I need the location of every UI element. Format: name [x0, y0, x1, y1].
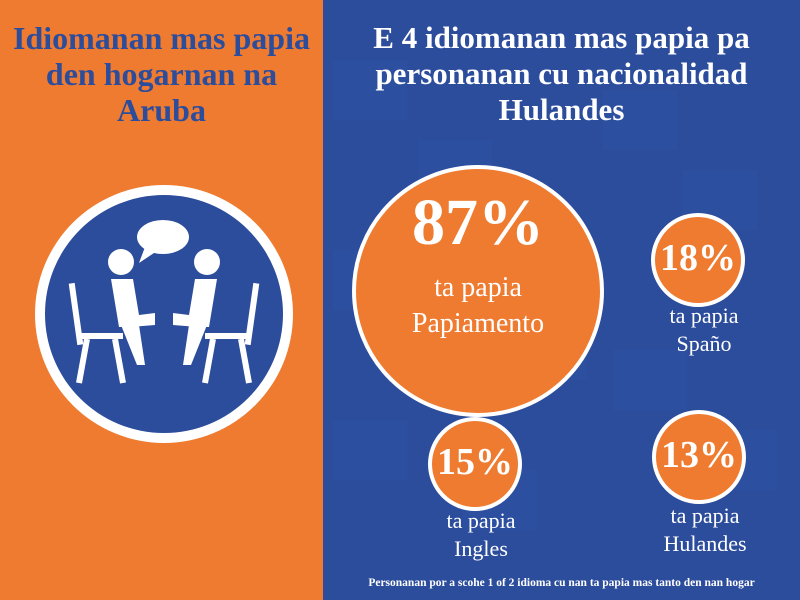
- icon-ring: [35, 185, 293, 443]
- stat-label-hulandes: ta papia Hulandes: [635, 502, 775, 558]
- stat-label-line2: Spaño: [676, 331, 732, 356]
- background-tile: [613, 350, 687, 410]
- stat-value-hulandes: 13%: [661, 434, 737, 476]
- stat-value-papiamento: 87%: [412, 186, 544, 259]
- stat-label-papiamento: ta papia Papiamento: [352, 270, 604, 342]
- background-tile: [333, 420, 407, 480]
- stat-value-spano: 18%: [660, 237, 736, 279]
- stat-label-spano: ta papia Spaño: [634, 302, 774, 358]
- stat-circle-hulandes: [652, 410, 746, 504]
- footnote: Personanan por a scohe 1 of 2 idioma cu …: [368, 577, 755, 589]
- background-tile: [333, 60, 407, 120]
- stat-circle-ingles: [428, 417, 522, 511]
- stat-label-line2: Papiamento: [411, 308, 545, 339]
- stat-label-line2: Hulandes: [663, 531, 747, 556]
- stat-label-line1: ta papia: [670, 503, 740, 528]
- stat-circle-spano: [651, 213, 745, 307]
- stat-label-line1: ta papia: [434, 272, 522, 303]
- stat-label-line1: ta papia: [669, 303, 739, 328]
- background-tile: [603, 90, 677, 150]
- stat-label-ingles: ta papia Ingles: [411, 507, 551, 563]
- stat-label-line2: Ingles: [454, 536, 508, 561]
- stat-circle-papiamento: [352, 165, 604, 417]
- stat-value-ingles: 15%: [437, 441, 513, 483]
- stat-label-line1: ta papia: [446, 508, 516, 533]
- left-title: Idiomanan mas papia den hogarnan na Arub…: [13, 20, 310, 128]
- right-title: E 4 idiomanan mas papia pa personanan cu…: [373, 20, 750, 127]
- two-people-talking-icon: [45, 195, 283, 433]
